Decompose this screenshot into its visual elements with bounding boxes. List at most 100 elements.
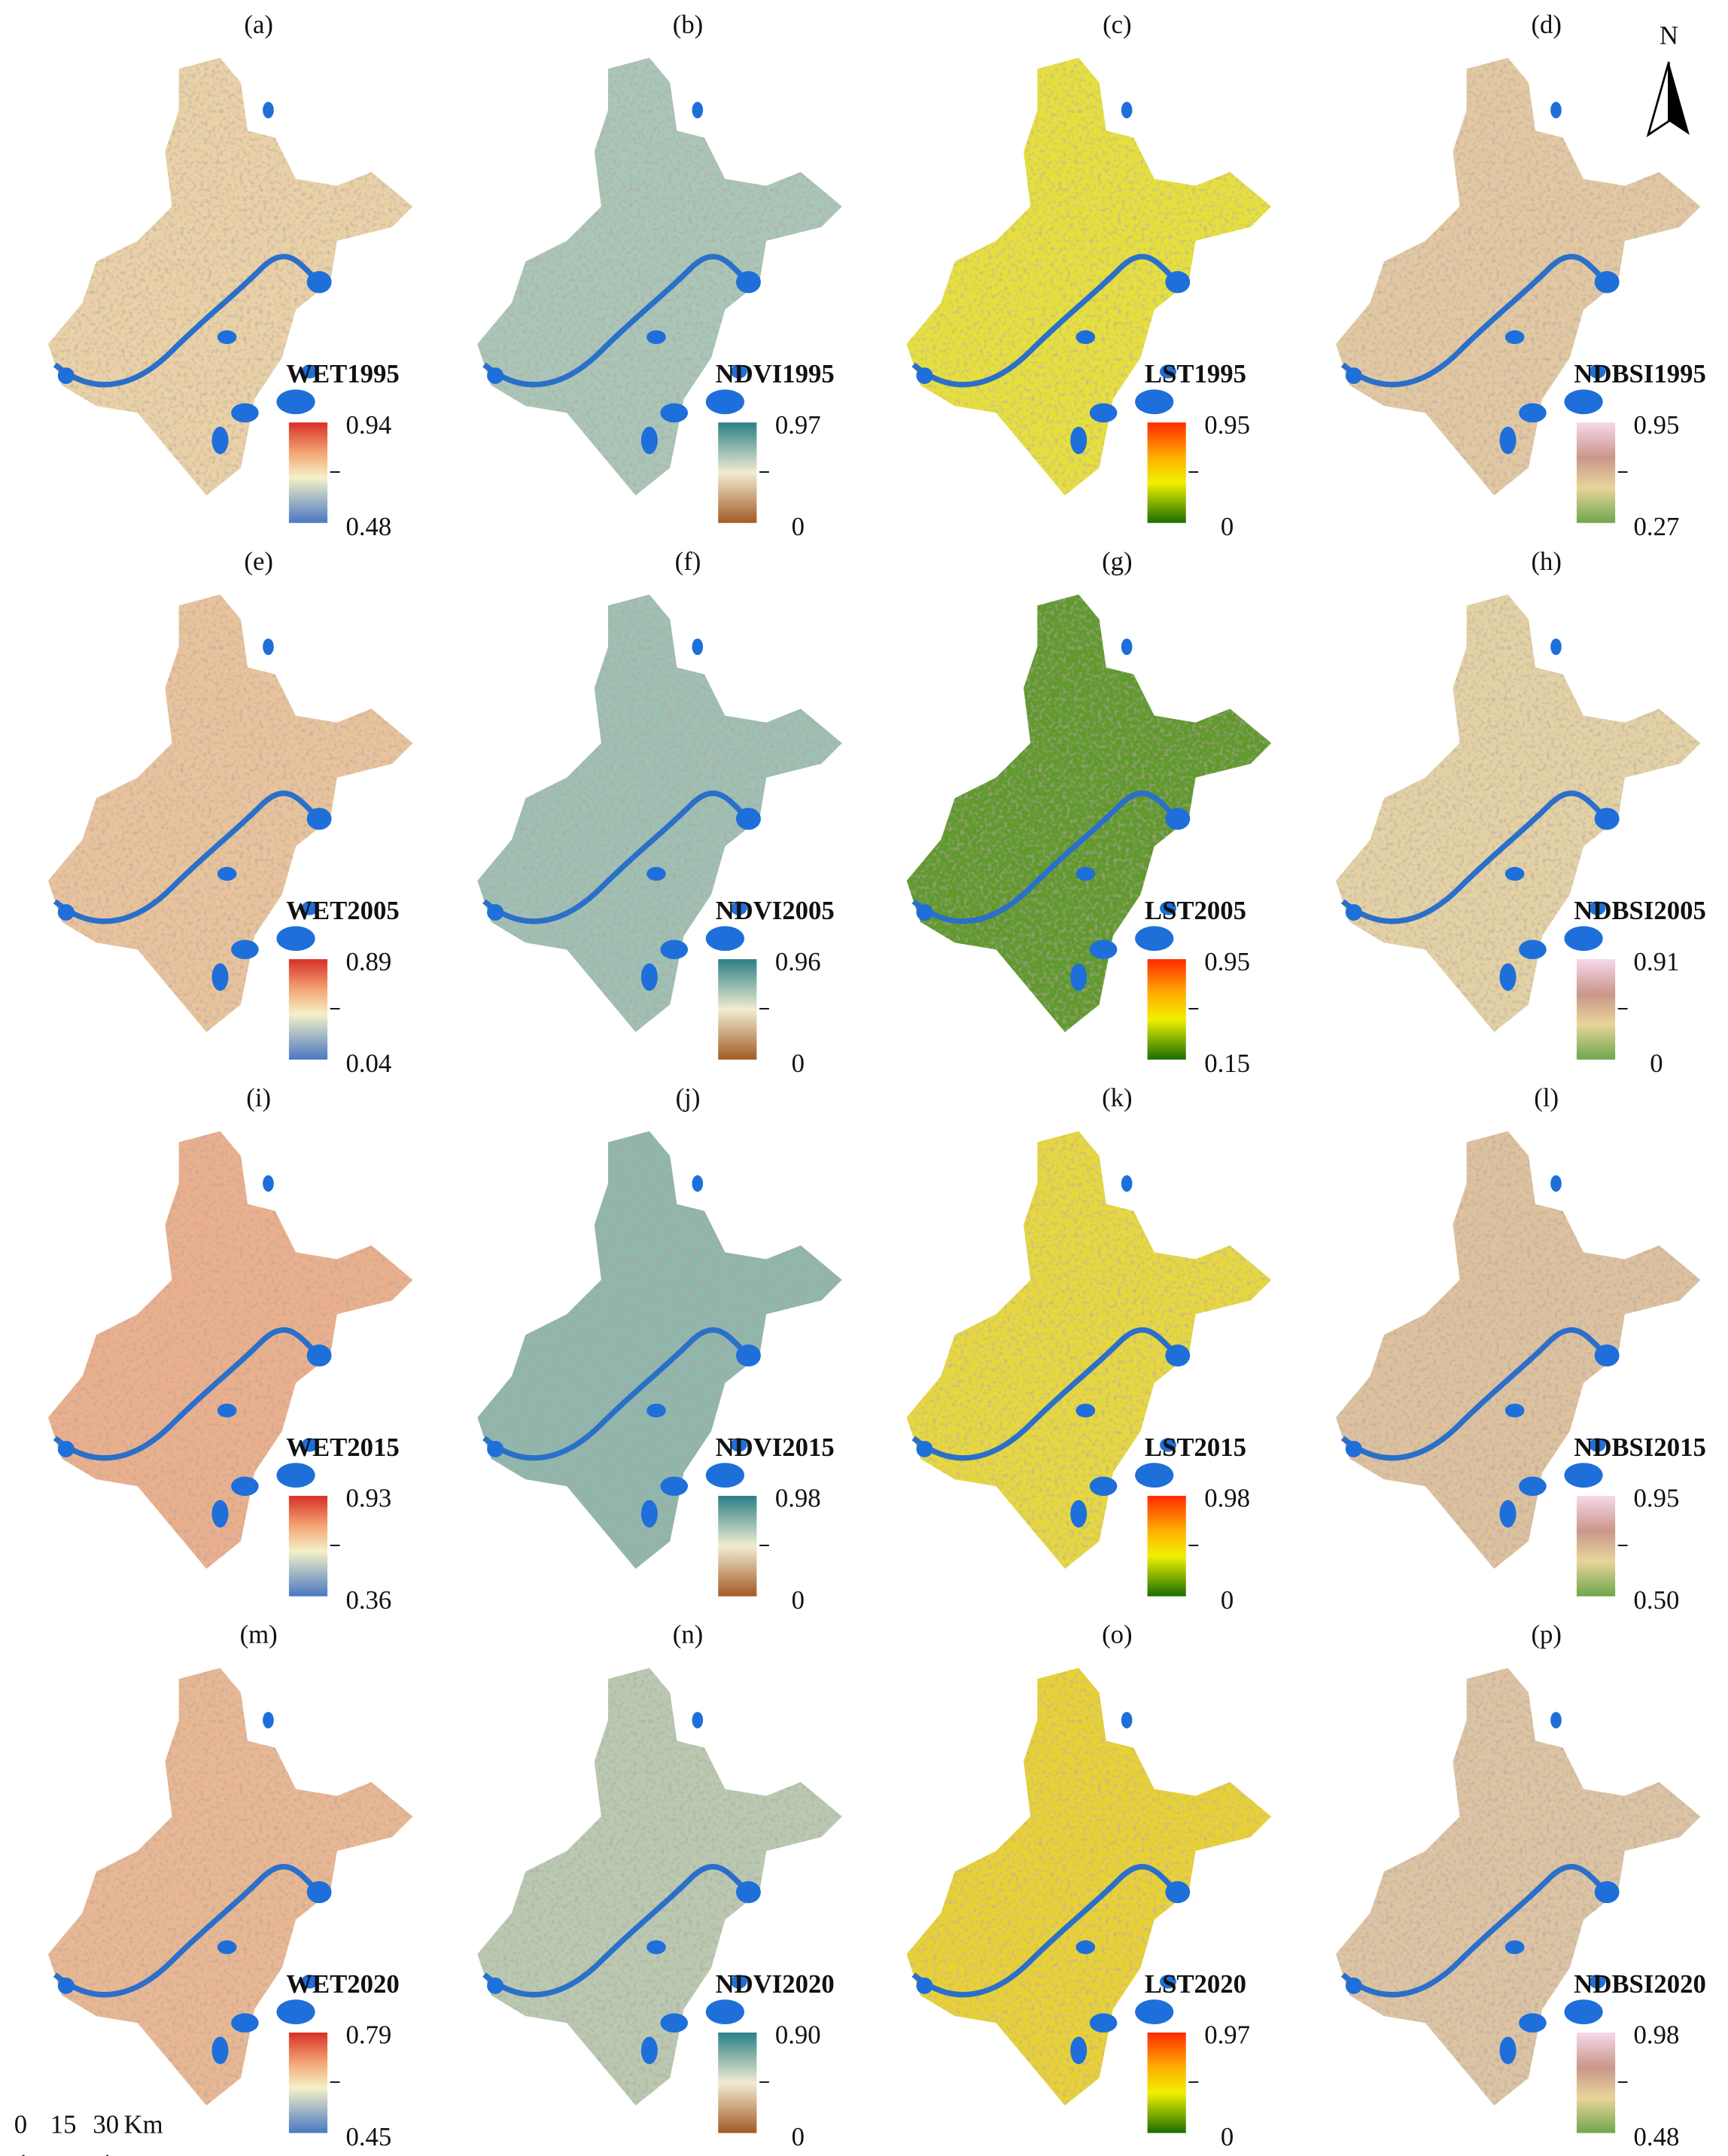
lake [1504, 866, 1525, 881]
panel: (n) NDVI2020 0.90 0 [477, 1620, 842, 2151]
legend-max: 0.95 [1204, 410, 1250, 440]
lake [231, 2013, 259, 2033]
lake [692, 638, 704, 656]
lake [231, 1476, 259, 1497]
panel: (i) WET2015 0.93 0.36 [47, 1083, 413, 1615]
lake [487, 367, 504, 385]
river [53, 254, 321, 388]
legend-bar [1576, 1496, 1616, 1597]
map-area [477, 1131, 842, 1569]
legend-bar [1576, 959, 1616, 1060]
legend-bar [1576, 422, 1616, 523]
lake [217, 1403, 237, 1418]
panel: (c) LST1995 0.95 0 [906, 10, 1272, 541]
scale-label: 15 [50, 2109, 77, 2139]
river [53, 790, 321, 924]
lake [1121, 1712, 1133, 1729]
lake [1345, 904, 1362, 921]
lake [1070, 1500, 1088, 1528]
panel: (m) WET2020 0.79 0.45 [47, 1620, 413, 2151]
legend-bar [288, 422, 328, 523]
lake [487, 1977, 504, 1994]
lake [306, 1880, 332, 1904]
legend-min: 0 [1650, 1049, 1663, 1078]
lake [1550, 1712, 1562, 1729]
lake [735, 1344, 761, 1367]
legend-title: LST2005 [1145, 896, 1246, 925]
legend-title: LST2020 [1145, 1969, 1246, 1999]
lake [1165, 271, 1191, 294]
legend-bar [718, 1496, 757, 1597]
panel-label: (b) [673, 10, 703, 39]
lake [1499, 426, 1517, 455]
lake [1135, 926, 1174, 952]
lake [1165, 1344, 1191, 1367]
lake [276, 926, 315, 952]
panel: (b) NDVI1995 0.97 0 [477, 10, 842, 541]
legend-bar [1147, 959, 1186, 1060]
lake [640, 963, 658, 991]
panel: (a) WET1995 0.94 0.48 [47, 10, 413, 541]
map-area [477, 57, 842, 496]
lake [692, 102, 704, 119]
lake [301, 1975, 318, 1989]
panel: (e) WET2005 0.89 0.04 [47, 547, 413, 1078]
lake [735, 808, 761, 830]
panel: (o) LST2020 0.97 0 [906, 1620, 1272, 2151]
legend-max: 0.98 [1634, 2020, 1680, 2050]
lake [1345, 1440, 1362, 1457]
river [1340, 790, 1609, 924]
lake [660, 403, 689, 423]
lake [1345, 1977, 1362, 1994]
legend-min: 0.15 [1204, 1049, 1250, 1078]
lake [57, 367, 75, 385]
map-area [1336, 1667, 1701, 2106]
legend-bar [288, 959, 328, 1060]
lake [640, 2036, 658, 2065]
panel: (p) NDBSI2020 0.98 0.48 [1336, 1620, 1706, 2151]
lake [1165, 1880, 1191, 1904]
legend-title: WET1995 [286, 359, 399, 388]
panel-label: (d) [1531, 10, 1561, 39]
legend-max: 0.96 [775, 947, 821, 976]
lake [57, 904, 75, 921]
lake [1564, 1463, 1603, 1488]
panel: (h) NDBSI2005 0.91 0 [1336, 547, 1706, 1078]
river [911, 254, 1180, 388]
panel-label: (c) [1103, 10, 1132, 39]
lake [1589, 364, 1606, 379]
lake [1160, 364, 1176, 379]
lake [646, 866, 666, 881]
legend-bar [1147, 422, 1186, 523]
river [482, 1864, 750, 1998]
lake [1519, 939, 1547, 960]
legend-bar [1147, 1496, 1186, 1597]
legend-min: 0 [1221, 1585, 1234, 1615]
map-area [906, 57, 1272, 496]
map-area [1336, 1131, 1701, 1569]
lake [692, 1712, 704, 1729]
lake [306, 1344, 332, 1367]
legend-title: NDBSI2020 [1574, 1969, 1706, 1999]
map-area [47, 1667, 413, 2106]
lake [1121, 102, 1133, 119]
lake [916, 1440, 933, 1457]
lake [692, 1175, 704, 1192]
lake [1089, 939, 1118, 960]
legend-max: 0.95 [1634, 1484, 1680, 1513]
map-area [477, 594, 842, 1033]
lake [1121, 638, 1133, 656]
legend-title: NDBSI2015 [1574, 1433, 1706, 1462]
lake [231, 403, 259, 423]
map-area [47, 1131, 413, 1569]
river [53, 1327, 321, 1461]
lake [640, 426, 658, 455]
lake [646, 1403, 666, 1418]
panel-label: (g) [1102, 547, 1132, 576]
lake [306, 808, 332, 830]
lake [1499, 963, 1517, 991]
lake [217, 866, 237, 881]
legend-min: 0 [1221, 2122, 1234, 2151]
legend-min: 0.04 [346, 1049, 392, 1078]
